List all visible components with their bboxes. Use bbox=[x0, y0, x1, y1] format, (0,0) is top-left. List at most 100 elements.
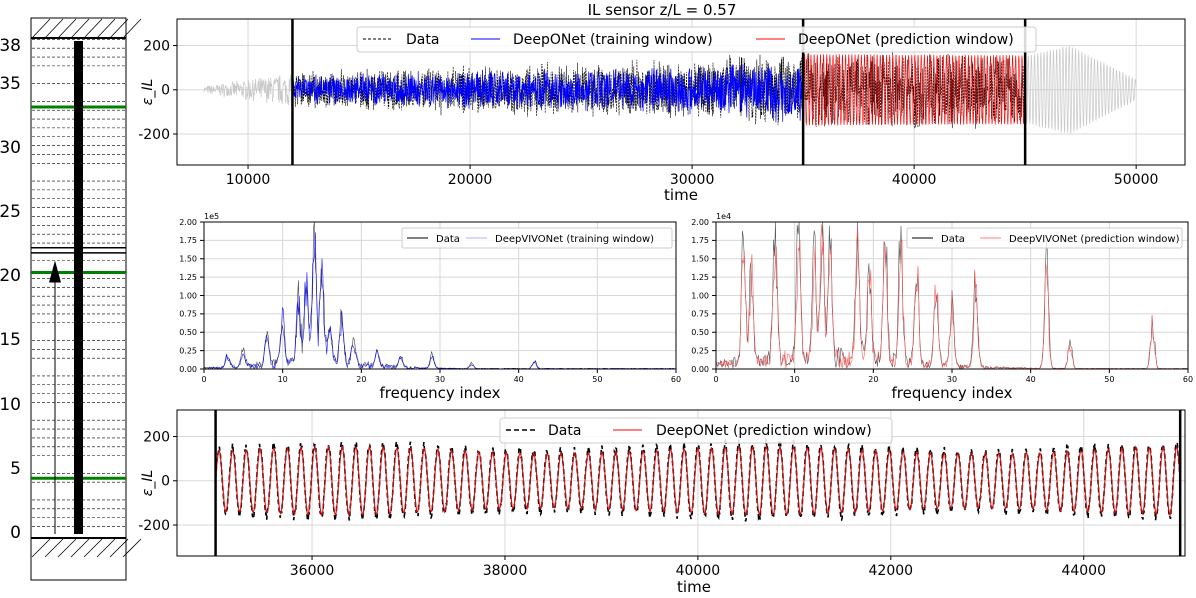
top-ylabel: ε_IL bbox=[140, 79, 156, 106]
y-tick-label: 1.25 bbox=[691, 273, 709, 282]
riser-top-hatch-line bbox=[122, 18, 142, 39]
riser-top-hatch-line bbox=[83, 18, 103, 39]
top-axes-frame bbox=[176, 18, 1186, 166]
prediction-series bbox=[802, 53, 1026, 127]
y-tick-label: 0.50 bbox=[179, 328, 197, 337]
top-legend-prediction-label: DeepONet (prediction window) bbox=[798, 32, 1014, 48]
y-tick-label: -200 bbox=[138, 127, 170, 143]
fft-prediction-legend-data-label: Data bbox=[941, 234, 965, 245]
y-tick-label: 200 bbox=[143, 429, 170, 445]
y-tick-label: 0 bbox=[161, 474, 170, 490]
bottom-legend-data-label: Data bbox=[548, 423, 581, 439]
y-tick-label: 0.50 bbox=[691, 328, 709, 337]
riser-ytick-20: 20 bbox=[0, 266, 21, 286]
riser-bottom-hatch-line bbox=[70, 538, 90, 558]
riser-bottom-hatch-line bbox=[31, 538, 51, 558]
fft-training-ticks: 0 10 20 30 40 50 60 0.00 0.25 0.50 0.75 1.00 1.25 1.5… bbox=[179, 218, 681, 384]
riser-schematic: 0 5 10 15 20 25 30 35 38 bbox=[0, 17, 142, 581]
y-tick-label: 1.50 bbox=[179, 255, 197, 264]
y-tick-label: 0 bbox=[161, 83, 170, 99]
y-tick-label: 0.00 bbox=[179, 365, 197, 374]
bottom-ylabel: ε_IL bbox=[140, 470, 156, 497]
riser-ytick-30: 30 bbox=[0, 138, 21, 158]
riser-bottom-hatch-line bbox=[109, 538, 129, 558]
fft-training-legend-data-label: Data bbox=[436, 234, 460, 245]
riser-bottom-hatch-line bbox=[83, 538, 103, 558]
bottom-xlabel: time bbox=[677, 578, 711, 596]
top-ticks: 10000 20000 30000 40000 50000 -200 0 200 bbox=[138, 38, 1158, 188]
fft-prediction-panel: 0 10 20 30 40 50 60 0.00 0.25 0.50 0.75 1.00 1.25 1.5… bbox=[691, 212, 1193, 402]
x-tick-label: 60 bbox=[671, 375, 681, 384]
bottom-plot-area bbox=[214, 410, 1182, 556]
x-tick-label: 20000 bbox=[448, 172, 493, 188]
x-tick-label: 44000 bbox=[1061, 563, 1106, 579]
y-tick-label: 1.25 bbox=[179, 273, 197, 282]
data-series bbox=[214, 437, 1181, 522]
riser-column bbox=[74, 41, 83, 534]
bottom-ticks: 36000 38000 40000 42000 44000 -200 0 200 bbox=[138, 429, 1106, 579]
riser-bottom-hatch-line bbox=[96, 538, 116, 558]
y-tick-label: 1.50 bbox=[691, 255, 709, 264]
x-tick-label: 30 bbox=[435, 375, 445, 384]
riser-top-hatch-line bbox=[109, 18, 129, 39]
y-tick-label: 0.25 bbox=[691, 346, 709, 355]
fft-training-legend-model-label: DeepVIVONet (training window) bbox=[495, 234, 654, 245]
bottom-axes-frame bbox=[176, 409, 1186, 557]
x-tick-label: 50000 bbox=[1114, 172, 1159, 188]
y-tick-label: -200 bbox=[138, 518, 170, 534]
riser-top-hatch-area bbox=[32, 19, 125, 38]
riser-ytick-10: 10 bbox=[0, 395, 21, 415]
y-tick-label: 0.75 bbox=[179, 310, 197, 319]
y-tick-label: 0.75 bbox=[691, 310, 709, 319]
bottom-legend-prediction-label: DeepONet (prediction window) bbox=[656, 423, 872, 439]
top-legend-box bbox=[356, 26, 1037, 53]
riser-ytick-labels: 0 5 10 15 20 25 30 35 38 bbox=[0, 36, 21, 543]
x-tick-label: 36000 bbox=[290, 563, 335, 579]
riser-ytick-38: 38 bbox=[0, 36, 21, 56]
x-tick-label: 42000 bbox=[869, 563, 914, 579]
fft-training-panel: 0 10 20 30 40 50 60 0.00 0.25 0.50 0.75 1.00 1.25 1.5… bbox=[179, 212, 681, 402]
top-legend-training-label: DeepONet (training window) bbox=[513, 32, 713, 48]
riser-ytick-15: 15 bbox=[0, 330, 21, 350]
riser-bottom-hatch-line bbox=[57, 538, 77, 558]
x-tick-label: 10 bbox=[790, 375, 800, 384]
y-tick-label: 2.00 bbox=[179, 218, 197, 227]
fft-prediction-legend-box bbox=[906, 227, 1183, 249]
x-tick-label: 0 bbox=[201, 375, 206, 384]
riser-bottom-hatch-line bbox=[44, 538, 64, 558]
riser-top-hatch-line bbox=[31, 18, 51, 39]
fft-prediction-ticks: 0 10 20 30 40 50 60 0.00 0.25 0.50 0.75 1.00 1.25 1.5… bbox=[691, 218, 1193, 384]
riser-levels bbox=[31, 18, 142, 579]
fft-prediction-legend-model-label: DeepVIVONet (prediction window) bbox=[1009, 234, 1180, 245]
fft-training-exponent: 1e5 bbox=[204, 212, 219, 221]
data-series bbox=[292, 49, 1026, 129]
fft-prediction-legend: Data DeepVIVONet (prediction window) bbox=[906, 227, 1183, 249]
riser-top-hatch-line bbox=[70, 18, 90, 39]
bottom-legend: Data DeepONet (prediction window) bbox=[499, 417, 893, 444]
top-time-series-panel: IL sensor z/L = 0.57 10000 20000 30000 4000… bbox=[138, 1, 1186, 204]
riser-ytick-35: 35 bbox=[0, 74, 21, 94]
data-series-post bbox=[1024, 46, 1137, 134]
x-tick-label: 10 bbox=[278, 375, 288, 384]
x-tick-label: 40 bbox=[1026, 375, 1036, 384]
bottom-legend-box bbox=[499, 417, 893, 444]
fft-training-legend: Data DeepVIVONet (training window) bbox=[401, 227, 673, 249]
riser-top-hatch-line bbox=[44, 18, 64, 39]
riser-ytick-5: 5 bbox=[10, 459, 21, 479]
x-tick-label: 40000 bbox=[892, 172, 937, 188]
fft-training-xlabel: frequency index bbox=[379, 384, 500, 402]
fft-prediction-xlabel: frequency index bbox=[891, 384, 1012, 402]
y-tick-label: 1.75 bbox=[691, 236, 709, 245]
riser-top-hatch-line bbox=[57, 18, 77, 39]
data-series-pre bbox=[203, 74, 293, 106]
y-tick-label: 2.00 bbox=[691, 218, 709, 227]
riser-ytick-25: 25 bbox=[0, 202, 21, 222]
riser-top-hatch-line bbox=[96, 18, 116, 39]
top-legend: Data DeepONet (training window) DeepONet… bbox=[356, 26, 1037, 53]
y-tick-label: 1.75 bbox=[179, 236, 197, 245]
x-tick-label: 10000 bbox=[226, 172, 271, 188]
x-tick-label: 20 bbox=[356, 375, 366, 384]
x-tick-label: 50 bbox=[592, 375, 602, 384]
y-tick-label: 0.25 bbox=[179, 346, 197, 355]
